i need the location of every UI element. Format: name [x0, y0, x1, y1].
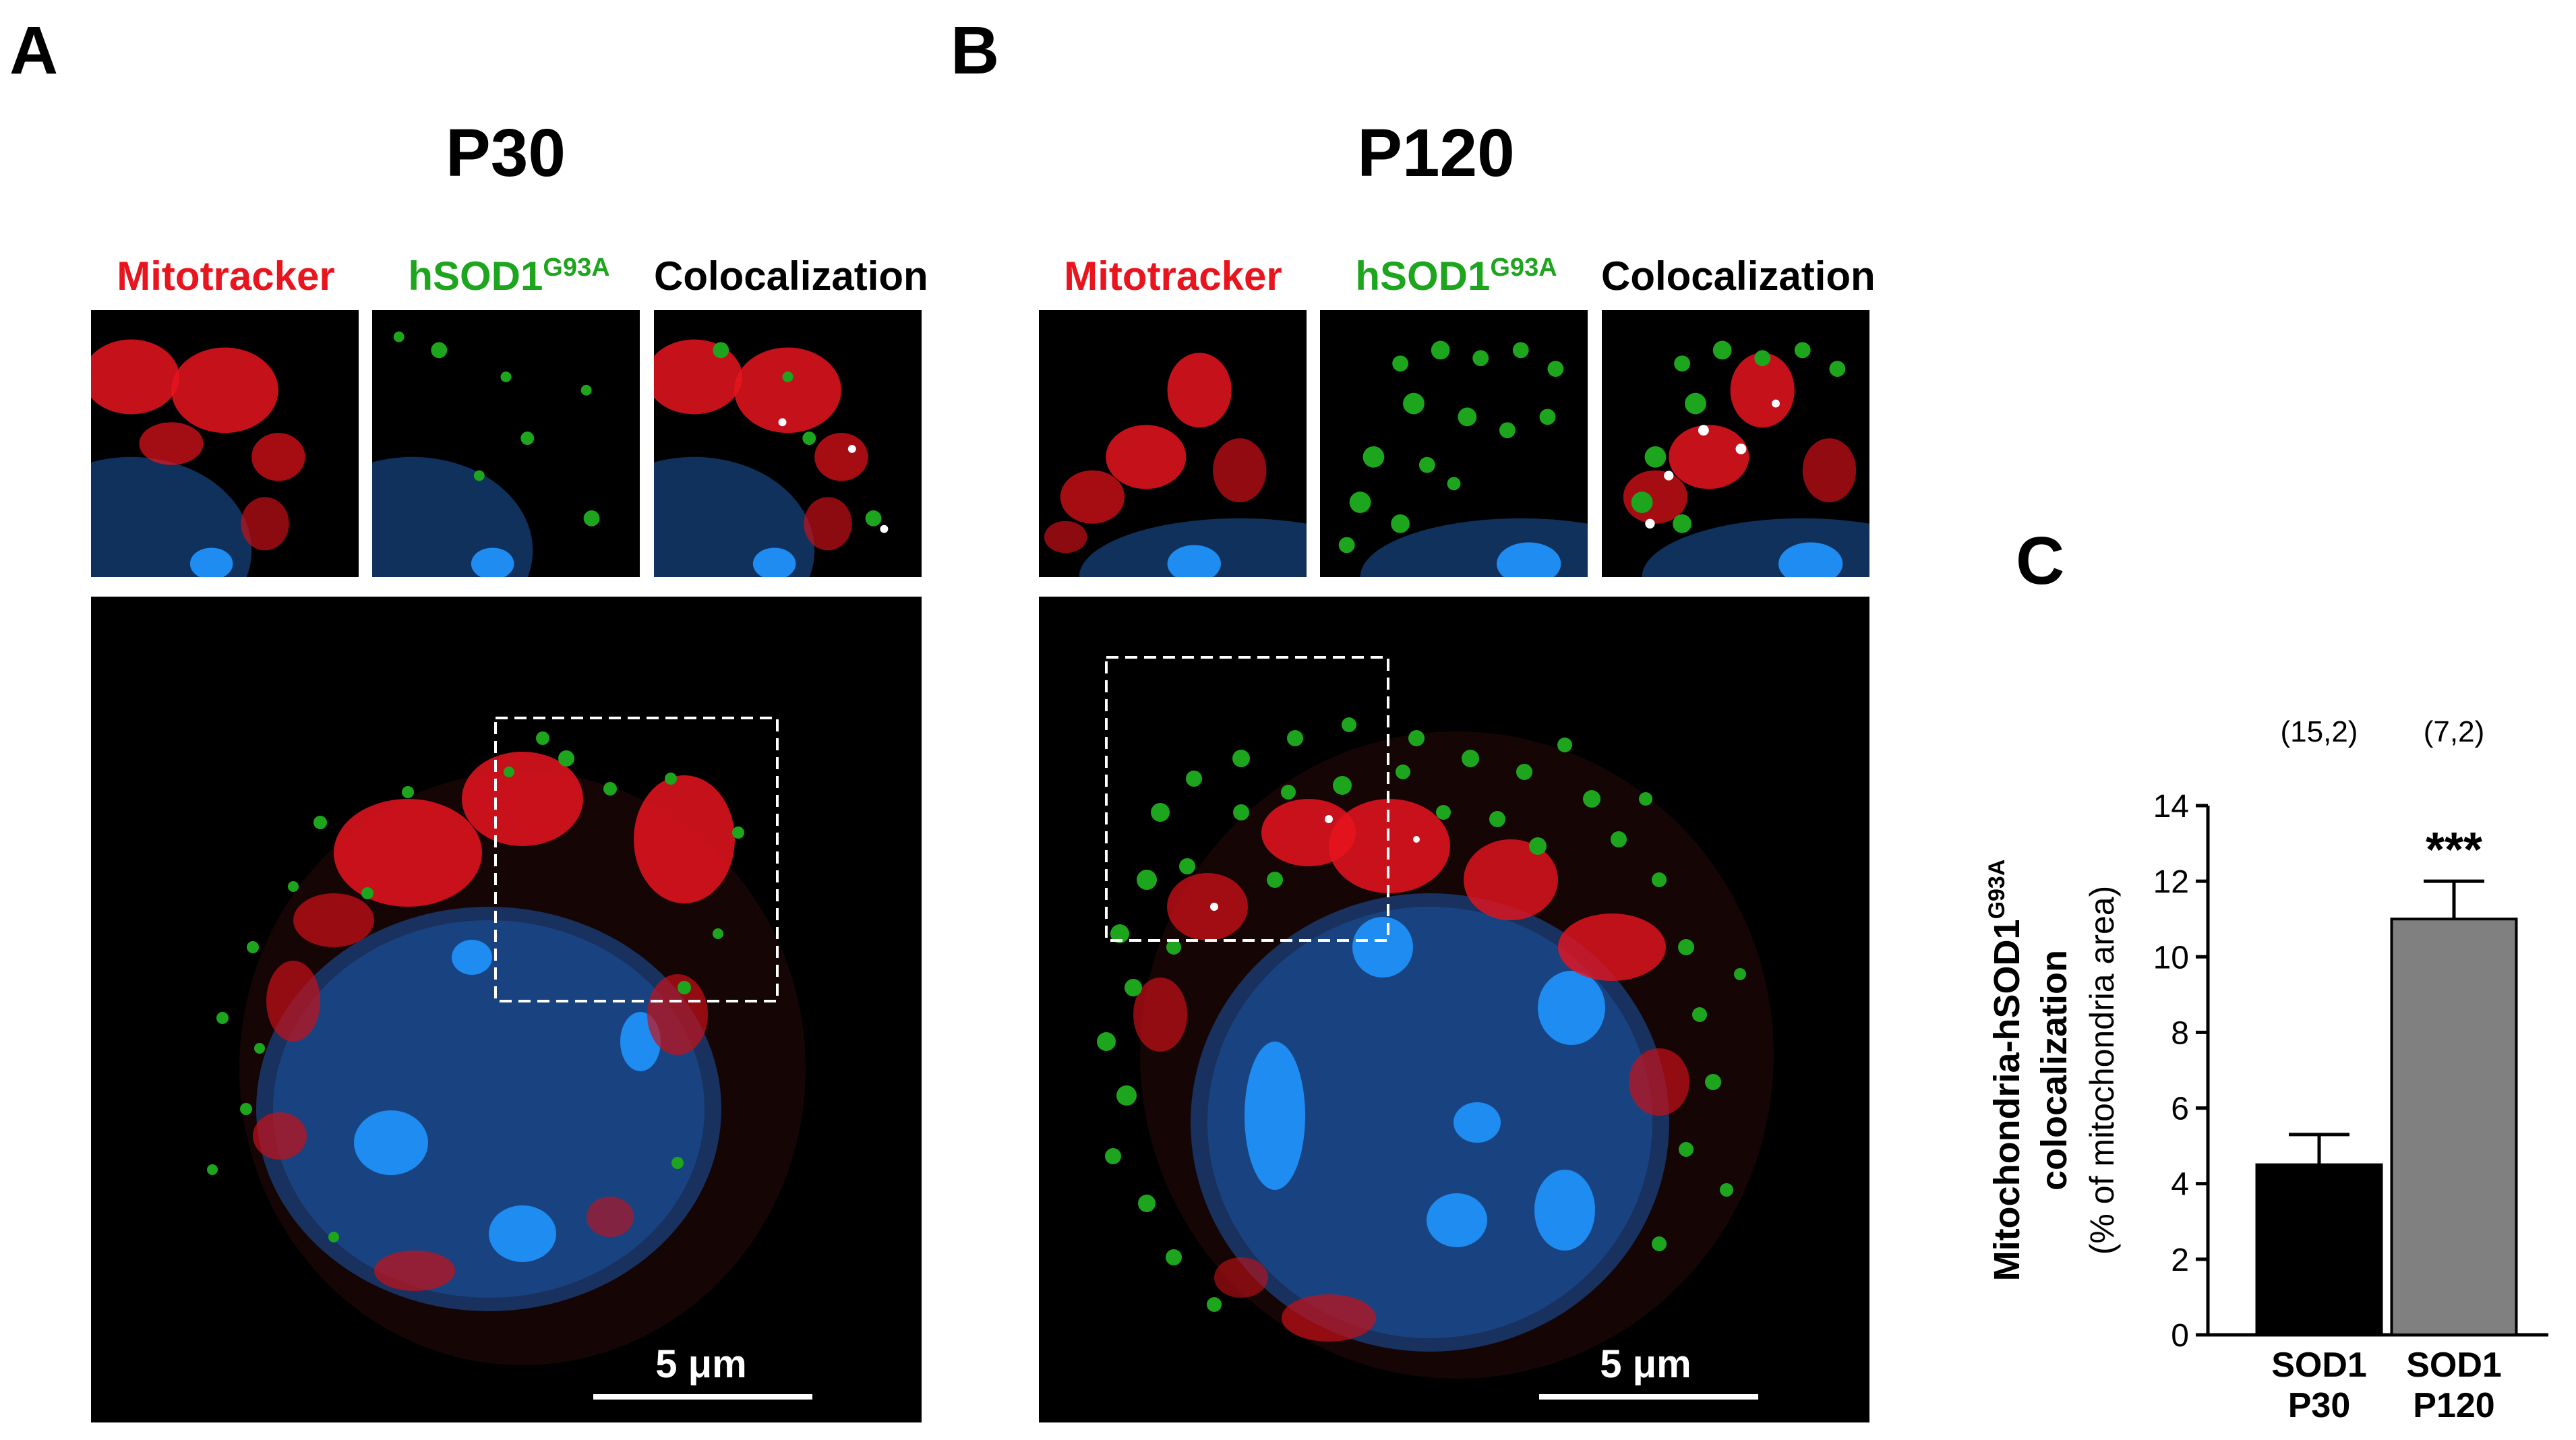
panel-letter-a: A	[9, 13, 59, 88]
panel-b-scale-bar	[1539, 1394, 1758, 1400]
chart-x-tick-label: SOD1	[2271, 1346, 2367, 1385]
chart-n-label: (7,2)	[2424, 715, 2484, 748]
panel-b-label-hsod1: hSOD1G93A	[1355, 253, 1557, 299]
chart-bar	[2390, 918, 2518, 1336]
chart-y-axis-label-line1: Mitochondria-hSOD1G93A	[1984, 860, 2027, 1282]
panel-a-label-colocalization: Colocalization	[654, 253, 928, 299]
panel-b-hsod1-thumbnail	[1320, 310, 1588, 577]
panel-a-label-mitotracker: Mitotracker	[117, 253, 335, 299]
panel-letter-c: C	[2016, 523, 2065, 599]
panel-b-mitotracker-thumbnail	[1039, 310, 1307, 577]
chart-y-axis-label-line2: colocalization	[2034, 950, 2074, 1191]
panel-a-scale-label: 5 μm	[655, 1342, 747, 1386]
panel-a-title: P30	[446, 115, 566, 191]
panel-b-title: P120	[1357, 115, 1515, 191]
panel-a-label-hsod1: hSOD1G93A	[408, 253, 610, 299]
chart-y-tick-label: 8	[2171, 1015, 2189, 1051]
panel-b-scale-label: 5 μm	[1600, 1342, 1691, 1386]
panel-a-merged-image: 5 μm	[91, 597, 922, 1422]
panel-b-colocalization-thumbnail	[1602, 310, 1869, 577]
chart-y-tick-label: 0	[2171, 1318, 2189, 1354]
panel-a-mitotracker-thumbnail	[91, 310, 359, 577]
panel-b-label-mitotracker: Mitotracker	[1064, 253, 1282, 299]
panel-letter-b: B	[951, 13, 1000, 88]
panel-a-scale-bar	[593, 1394, 812, 1400]
chart-y-tick-label: 14	[2153, 789, 2189, 824]
panel-b-merged-image: 5 μm	[1039, 597, 1869, 1422]
chart-y-tick-label: 4	[2171, 1167, 2189, 1203]
chart-y-tick-label: 12	[2153, 864, 2189, 900]
chart-x-tick-label: P120	[2413, 1386, 2494, 1425]
colocalization-bar-chart: Mitochondria-hSOD1G93A colocalization (%…	[1984, 715, 2548, 1425]
chart-y-tick-label: 6	[2171, 1091, 2189, 1127]
chart-y-tick-label: 2	[2171, 1242, 2189, 1278]
chart-x-tick-label: SOD1	[2406, 1346, 2502, 1385]
panel-a-colocalization-thumbnail	[654, 310, 922, 577]
chart-n-label: (15,2)	[2281, 715, 2358, 748]
chart-y-axis-label: Mitochondria-hSOD1G93A colocalization (%…	[1984, 860, 2121, 1282]
chart-y-tick-label: 10	[2153, 940, 2189, 976]
panel-b-label-colocalization: Colocalization	[1601, 253, 1876, 299]
chart-significance: ***	[2426, 823, 2482, 877]
chart-y-axis-label-line3: (% of mitochondria area)	[2083, 886, 2121, 1255]
chart-bar	[2255, 1163, 2383, 1337]
panel-a-hsod1-thumbnail	[372, 310, 640, 577]
chart-x-tick-label: P30	[2288, 1386, 2351, 1425]
